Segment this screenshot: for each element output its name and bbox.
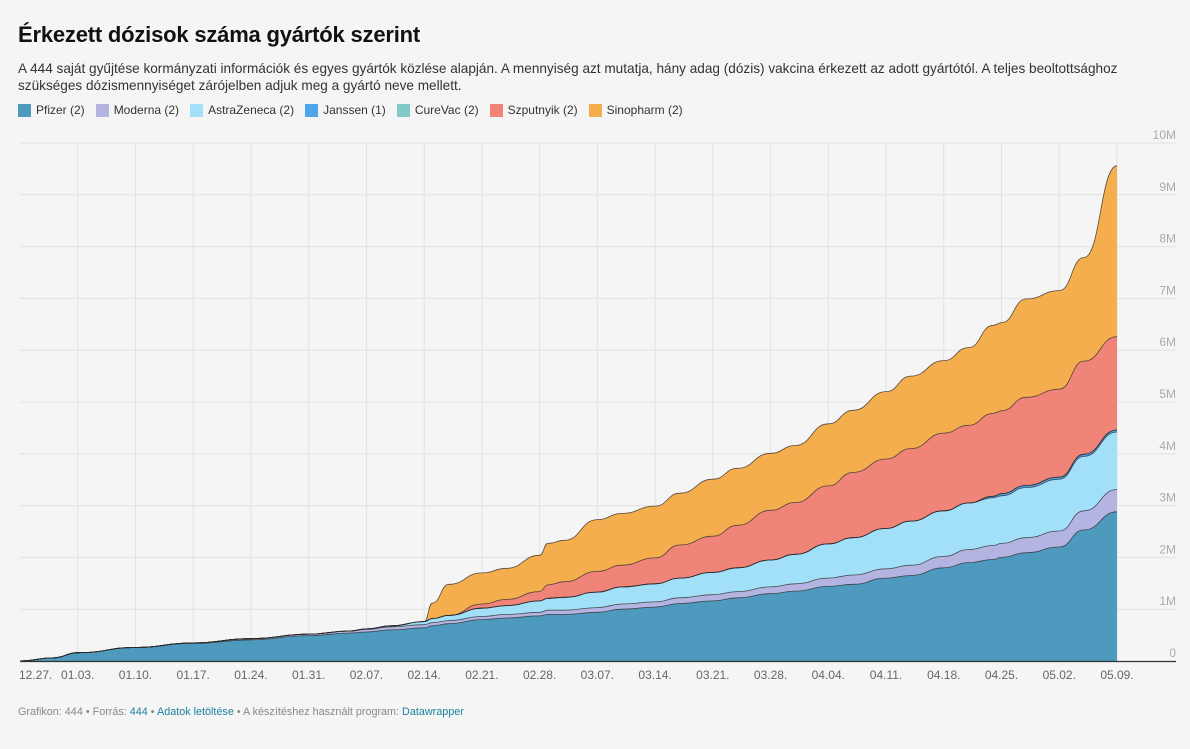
legend-label: Sinopharm (2) xyxy=(606,103,683,117)
x-tick-label: 01.03. xyxy=(61,668,94,682)
y-tick-label: 3M xyxy=(1159,491,1176,505)
legend-label: CureVac (2) xyxy=(414,103,479,117)
y-tick-label: 6M xyxy=(1159,335,1176,349)
area-astrazeneca xyxy=(20,432,1117,661)
area-szputnyik xyxy=(20,336,1117,661)
x-tick-label: 01.10. xyxy=(119,668,152,682)
x-tick-label: 01.24. xyxy=(234,668,267,682)
legend-label: Pfizer (2) xyxy=(36,103,85,117)
footer-separator: • xyxy=(147,706,157,718)
series-top-line xyxy=(19,511,1118,662)
legend-item: Janssen (1) xyxy=(305,103,386,117)
x-tick-label: 02.28. xyxy=(523,668,556,682)
legend-swatch xyxy=(305,103,319,117)
x-tick-label: 04.04. xyxy=(812,668,845,682)
x-tick-label: 05.02. xyxy=(1043,668,1076,682)
legend-label: Janssen (1) xyxy=(323,103,386,117)
source-link[interactable]: 444 xyxy=(129,706,148,718)
datawrapper-link[interactable]: Datawrapper xyxy=(402,706,464,718)
footer-prefix: Grafikon: 444 • Forrás: xyxy=(18,706,130,718)
legend-item: CureVac (2) xyxy=(396,103,479,117)
y-tick-label: 1M xyxy=(1159,594,1176,608)
legend-swatch xyxy=(489,103,503,117)
x-tick-label: 01.31. xyxy=(292,668,325,682)
y-tick-label: 5M xyxy=(1159,387,1176,401)
x-tick-label: 03.28. xyxy=(754,668,787,682)
legend-item: Moderna (2) xyxy=(95,103,180,117)
legend-label: AstraZeneca (2) xyxy=(208,103,295,117)
chart-footer: Grafikon: 444 • Forrás: 444 • Adatok let… xyxy=(18,706,464,718)
area-sinopharm xyxy=(20,165,1117,662)
x-tick-label: 05.09. xyxy=(1100,668,1133,682)
legend-label: Moderna (2) xyxy=(113,103,180,117)
area-pfizer xyxy=(20,511,1117,661)
y-tick-label: 10M xyxy=(1153,128,1176,142)
y-tick-label: 7M xyxy=(1159,283,1176,297)
y-tick-label: 4M xyxy=(1159,439,1176,453)
chart-title: Érkezett dózisok száma gyártók szerint xyxy=(18,22,420,47)
legend-item: AstraZeneca (2) xyxy=(190,103,294,117)
download-data-link[interactable]: Adatok letöltése xyxy=(157,706,234,718)
legend-label: Szputnyik (2) xyxy=(507,103,578,117)
chart-legend: Pfizer (2) Moderna (2) AstraZeneca (2) Jans… xyxy=(18,103,694,117)
x-tick-label: 02.07. xyxy=(350,668,383,682)
legend-swatch xyxy=(95,103,109,117)
chart-subtitle: A 444 saját gyűjtése kormányzati informá… xyxy=(18,61,1118,93)
x-tick-label: 02.14. xyxy=(407,668,440,682)
x-tick-label: 01.17. xyxy=(177,668,210,682)
legend-swatch xyxy=(588,103,602,117)
footer-tool-text: • A készítéshez használt program: xyxy=(233,706,403,718)
legend-swatch xyxy=(190,103,204,117)
x-tick-label: 02.21. xyxy=(465,668,498,682)
x-tick-label: 04.11. xyxy=(870,668,902,682)
y-tick-label: 9M xyxy=(1159,180,1176,194)
legend-item: Sinopharm (2) xyxy=(588,103,683,117)
x-tick-label: 04.25. xyxy=(985,668,1018,682)
x-tick-label: 03.14. xyxy=(638,668,671,682)
y-tick-label: 0 xyxy=(1169,646,1176,660)
series-top-line xyxy=(19,165,1118,662)
x-tick-label: 12.27. xyxy=(19,668,52,682)
legend-swatch xyxy=(396,103,410,117)
legend-item: Pfizer (2) xyxy=(18,103,85,117)
x-tick-label: 03.07. xyxy=(581,668,614,682)
y-tick-label: 2M xyxy=(1159,542,1176,556)
legend-item: Szputnyik (2) xyxy=(489,103,578,117)
area-moderna xyxy=(20,489,1117,661)
x-tick-label: 03.21. xyxy=(696,668,729,682)
legend-swatch xyxy=(18,103,31,117)
stacked-area-chart: 0 1M 2M 3M 4M 5M 6M 7M 8M 9M 10M 12.27. 01.03. 01.10.… xyxy=(19,128,1176,682)
x-tick-label: 04.18. xyxy=(927,668,960,682)
y-tick-label: 8M xyxy=(1159,232,1176,246)
